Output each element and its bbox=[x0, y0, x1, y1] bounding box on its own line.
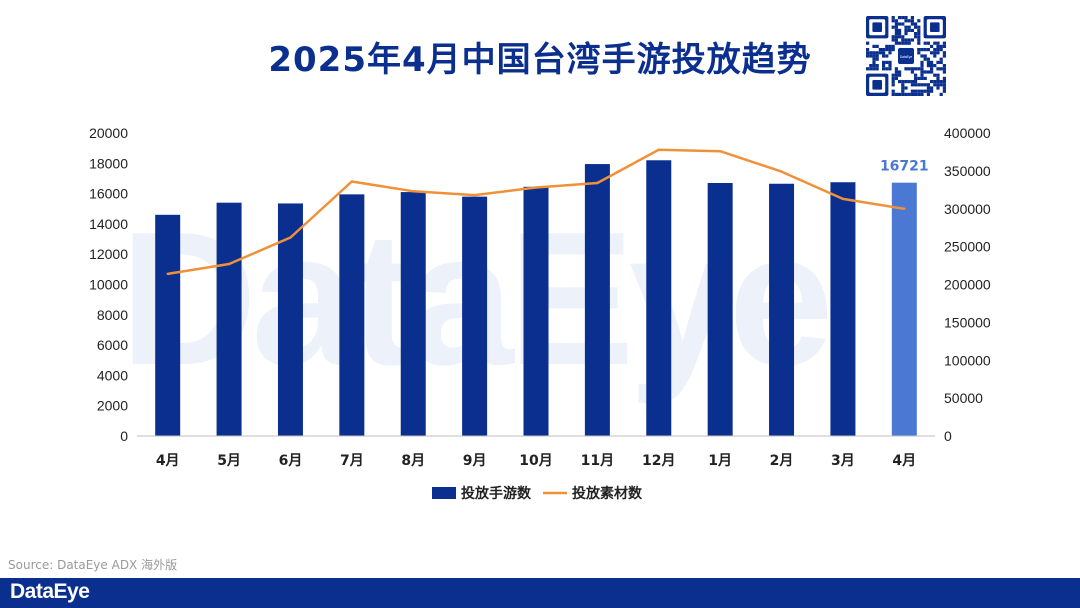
x-tick-label: 4月 bbox=[892, 453, 916, 469]
y-right-tick-label: 300000 bbox=[944, 201, 991, 217]
y-left-tick-label: 8000 bbox=[97, 307, 128, 323]
x-tick-label: 5月 bbox=[217, 453, 241, 469]
bar-4 bbox=[339, 194, 365, 436]
x-tick-label: 1月 bbox=[708, 453, 732, 469]
source-note: Source: DataEye ADX 海外版 bbox=[8, 558, 178, 572]
chart: 0 2000 4000 6000 8000 10000 12000 14000 16000 180… bbox=[89, 125, 991, 502]
qr-center-logo-text: DataEye bbox=[900, 55, 912, 59]
x-tick-label: 8月 bbox=[401, 453, 425, 469]
legend-label-line: 投放素材数 bbox=[572, 485, 643, 502]
y-left-tick-label: 10000 bbox=[89, 277, 128, 293]
bar-6 bbox=[462, 196, 488, 436]
bar-5 bbox=[400, 192, 426, 436]
line-point-3 bbox=[289, 236, 292, 239]
y-left-tick-label: 14000 bbox=[89, 216, 128, 232]
x-tick-label: 7月 bbox=[340, 453, 364, 469]
bar-12 bbox=[830, 182, 856, 436]
y-right-tick-label: 250000 bbox=[944, 239, 991, 255]
x-tick-label: 3月 bbox=[831, 453, 855, 469]
line-point-13 bbox=[903, 207, 906, 210]
x-tick-label: 2月 bbox=[770, 453, 794, 469]
bar-10 bbox=[707, 182, 733, 436]
y-left-tick-label: 12000 bbox=[89, 246, 128, 262]
line-point-6 bbox=[473, 193, 476, 197]
line-point-11 bbox=[780, 170, 783, 173]
x-tick-label: 6月 bbox=[279, 453, 303, 469]
y-right-tick-label: 100000 bbox=[944, 352, 991, 368]
y-left-tick-label: 20000 bbox=[89, 125, 128, 141]
line-point-12 bbox=[841, 197, 845, 201]
y-right-tick-label: 50000 bbox=[944, 390, 983, 406]
legend-swatch-bars bbox=[432, 487, 456, 499]
y-left-tick-label: 6000 bbox=[97, 337, 128, 353]
line-point-1 bbox=[166, 272, 169, 276]
line-point-4 bbox=[350, 180, 354, 183]
bar-data-label: 16721 bbox=[880, 159, 929, 175]
bar-1 bbox=[155, 214, 181, 436]
x-tick-label: 11月 bbox=[581, 453, 614, 469]
bar-13 bbox=[891, 182, 917, 436]
footer-brand-logo: DataEye bbox=[10, 580, 90, 603]
y-left-tick-label: 0 bbox=[120, 428, 128, 444]
y-left-tick-label: 16000 bbox=[89, 186, 128, 202]
y-right-tick-label: 400000 bbox=[944, 125, 991, 141]
x-tick-label: 10月 bbox=[519, 453, 552, 469]
legend-label-bars: 投放手游数 bbox=[461, 485, 532, 502]
line-point-8 bbox=[596, 181, 599, 185]
y-right-tick-label: 150000 bbox=[944, 314, 991, 330]
qr-center-logo bbox=[898, 48, 914, 64]
y-left-tick-label: 2000 bbox=[97, 398, 128, 414]
y-right-tick-label: 350000 bbox=[944, 163, 991, 179]
x-tick-label: 4月 bbox=[156, 453, 180, 469]
bar-7 bbox=[523, 186, 549, 436]
bar-11 bbox=[769, 183, 795, 436]
chart-title: 2025年4月中国台湾手游投放趋势 bbox=[268, 40, 812, 80]
y-left-tick-label: 18000 bbox=[89, 155, 128, 171]
line-point-10 bbox=[718, 149, 722, 153]
y-right-tick-label: 0 bbox=[944, 428, 952, 444]
qr-code-icon: DataEye bbox=[866, 16, 946, 96]
footer-bar: DataEye bbox=[0, 578, 1080, 608]
x-tick-label: 9月 bbox=[463, 453, 487, 469]
bar-8 bbox=[584, 164, 610, 436]
line-point-2 bbox=[227, 262, 231, 266]
line-point-9 bbox=[657, 148, 660, 151]
bar-9 bbox=[646, 160, 672, 436]
x-tick-label: 12月 bbox=[642, 453, 675, 469]
line-point-5 bbox=[412, 190, 415, 193]
line-point-7 bbox=[534, 186, 538, 189]
y-left-tick-label: 4000 bbox=[97, 367, 128, 383]
y-right-tick-label: 200000 bbox=[944, 277, 991, 293]
bar-2 bbox=[216, 202, 242, 436]
